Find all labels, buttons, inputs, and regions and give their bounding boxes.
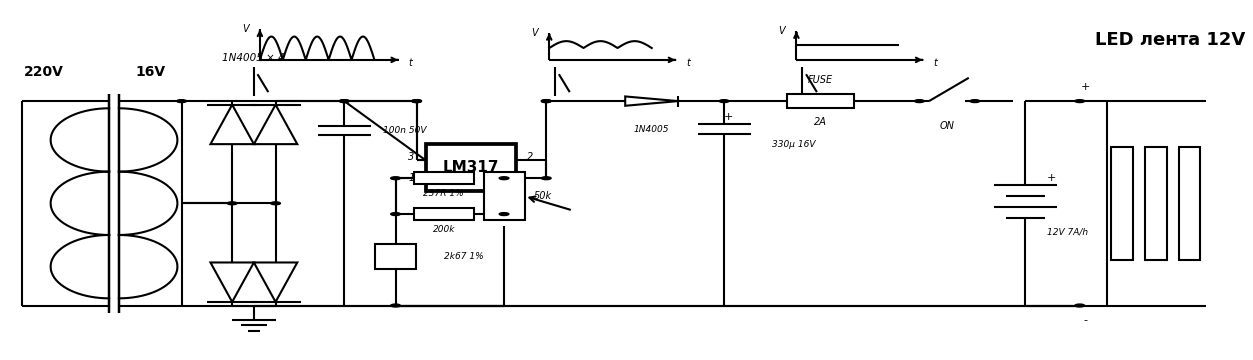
Circle shape — [1075, 304, 1085, 307]
Circle shape — [227, 202, 237, 205]
Text: 1: 1 — [408, 173, 415, 183]
Text: FUSE: FUSE — [808, 75, 833, 85]
Text: 330µ 16V: 330µ 16V — [772, 140, 816, 149]
Circle shape — [541, 177, 551, 180]
Text: t: t — [408, 58, 412, 68]
Text: 2A: 2A — [814, 117, 827, 127]
Circle shape — [391, 177, 401, 180]
Polygon shape — [625, 96, 678, 106]
Text: -: - — [1084, 315, 1088, 325]
Text: 100n 50V: 100n 50V — [383, 126, 426, 135]
Text: +: + — [1048, 173, 1056, 183]
Text: 1N4005: 1N4005 — [634, 125, 669, 134]
Circle shape — [719, 100, 729, 103]
Circle shape — [391, 304, 401, 307]
Text: 3: 3 — [408, 152, 415, 162]
Bar — [484, 172, 525, 220]
Text: 50k: 50k — [534, 191, 551, 201]
Polygon shape — [211, 105, 254, 144]
Circle shape — [915, 100, 925, 103]
Bar — [426, 144, 516, 191]
Circle shape — [970, 100, 980, 103]
Bar — [413, 208, 474, 220]
Circle shape — [271, 202, 281, 205]
Circle shape — [177, 100, 187, 103]
Circle shape — [499, 213, 509, 216]
Text: 200k: 200k — [432, 225, 455, 234]
Text: 12V 7A/h: 12V 7A/h — [1048, 228, 1089, 237]
Text: +: + — [724, 112, 733, 122]
Circle shape — [541, 100, 551, 103]
Text: 16V: 16V — [135, 66, 165, 80]
Text: V: V — [531, 28, 538, 38]
Circle shape — [1075, 100, 1085, 103]
Bar — [375, 244, 416, 269]
Text: LM317: LM317 — [442, 160, 499, 175]
Circle shape — [412, 100, 421, 103]
Text: LED лента 12V: LED лента 12V — [1095, 31, 1245, 49]
Bar — [1111, 147, 1133, 260]
Text: V: V — [778, 26, 786, 36]
Circle shape — [412, 100, 421, 103]
Text: 220V: 220V — [24, 66, 64, 80]
Circle shape — [340, 100, 350, 103]
Polygon shape — [211, 262, 254, 302]
Bar — [787, 94, 853, 108]
Circle shape — [340, 100, 350, 103]
Polygon shape — [254, 262, 297, 302]
Text: 1N4005 × 4: 1N4005 × 4 — [223, 53, 286, 63]
Text: t: t — [685, 58, 690, 68]
Text: ON: ON — [940, 121, 955, 131]
Bar — [1145, 147, 1167, 260]
Circle shape — [541, 100, 551, 103]
Circle shape — [391, 213, 401, 216]
Text: V: V — [242, 24, 249, 35]
Polygon shape — [254, 105, 297, 144]
Text: +: + — [1081, 82, 1090, 92]
Bar — [1179, 147, 1200, 260]
Bar — [413, 172, 474, 184]
Text: -: - — [1048, 201, 1051, 213]
Text: 2: 2 — [528, 152, 534, 162]
Circle shape — [499, 177, 509, 180]
Text: 237R 1%: 237R 1% — [424, 189, 464, 198]
Text: t: t — [933, 58, 937, 68]
Text: 2k67 1%: 2k67 1% — [445, 252, 484, 261]
